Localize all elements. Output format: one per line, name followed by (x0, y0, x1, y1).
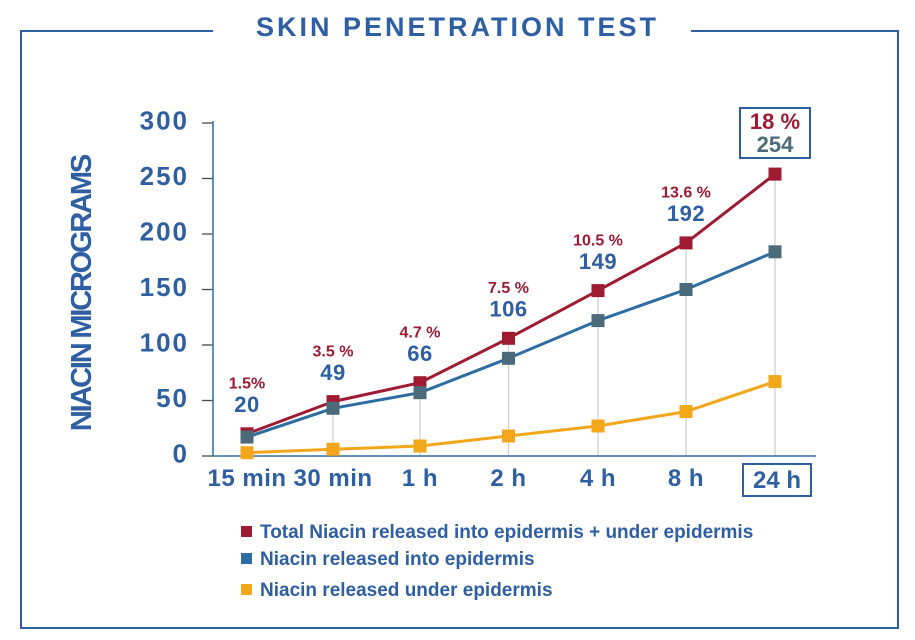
svg-text:66: 66 (407, 341, 432, 366)
svg-text:30 min: 30 min (293, 465, 372, 492)
svg-text:100: 100 (140, 328, 189, 358)
svg-text:250: 250 (140, 161, 189, 191)
svg-text:149: 149 (579, 249, 617, 274)
svg-text:49: 49 (320, 360, 345, 385)
svg-text:200: 200 (140, 217, 189, 247)
svg-text:192: 192 (667, 201, 705, 226)
svg-text:1 h: 1 h (402, 465, 438, 492)
svg-text:4 h: 4 h (580, 465, 616, 492)
svg-text:13.6 %: 13.6 % (661, 185, 711, 202)
svg-text:150: 150 (140, 272, 189, 302)
svg-text:4.7 %: 4.7 % (400, 324, 441, 341)
svg-text:50: 50 (156, 383, 189, 413)
svg-text:2 h: 2 h (490, 465, 526, 492)
svg-text:0: 0 (173, 439, 189, 469)
svg-text:106: 106 (489, 297, 527, 322)
svg-text:8 h: 8 h (668, 465, 704, 492)
svg-text:300: 300 (140, 106, 189, 136)
svg-text:1.5%: 1.5% (229, 376, 265, 393)
svg-text:15 min: 15 min (207, 465, 286, 492)
svg-text:3.5 %: 3.5 % (313, 343, 354, 360)
svg-text:7.5 %: 7.5 % (488, 280, 529, 297)
svg-text:20: 20 (234, 392, 259, 417)
svg-text:10.5 %: 10.5 % (573, 232, 623, 249)
